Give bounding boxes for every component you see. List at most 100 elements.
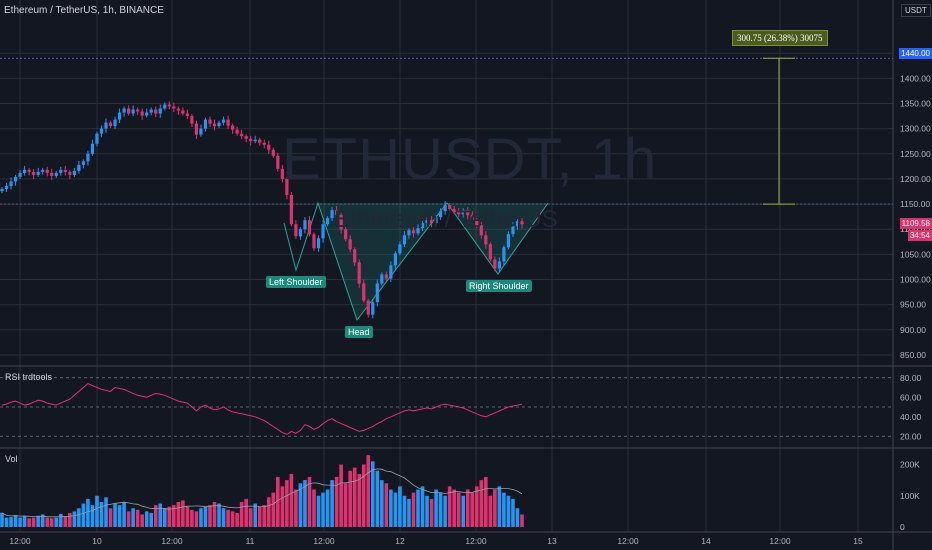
- price-tick-0: 850.00: [900, 350, 926, 360]
- vol-bar-89: [402, 495, 407, 527]
- time-tick-1: 10: [92, 536, 102, 546]
- price-tick-8: 1250.00: [900, 149, 931, 159]
- candle-body-4: [18, 172, 22, 177]
- price-tick-4: 1050.00: [900, 249, 931, 259]
- candle-body-24: [108, 122, 113, 127]
- candle-body-54: [244, 136, 248, 139]
- vol-bar-20: [90, 505, 95, 527]
- candle-body-52: [235, 129, 239, 134]
- vol-bar-45: [203, 506, 208, 527]
- candle-body-61: [276, 155, 280, 169]
- vol-bar-99: [447, 486, 452, 527]
- vol-label: Vol: [5, 454, 18, 464]
- rsi-tick-0: 80.00: [900, 373, 922, 383]
- price-tick-11: 1400.00: [900, 73, 931, 83]
- vol-bar-41: [185, 506, 190, 527]
- vol-bar-93: [420, 486, 425, 527]
- candle-body-83: [375, 283, 379, 303]
- vol-bar-108: [488, 495, 493, 527]
- target-price-label: 1440.00: [899, 48, 932, 59]
- candle-body-71: [321, 224, 325, 239]
- last-price-label: 1109.58: [899, 218, 932, 229]
- candle-body-82: [371, 302, 375, 315]
- vol-bar-63: [285, 480, 289, 527]
- candle-body-23: [104, 122, 108, 129]
- vol-bar-98: [443, 495, 447, 527]
- candle-body-1: [4, 185, 9, 189]
- candle-body-15: [68, 171, 72, 175]
- vol-bar-23: [104, 497, 108, 527]
- candle-body-33: [149, 109, 153, 113]
- currency-unit[interactable]: USDT: [901, 4, 931, 17]
- vol-bar-85: [384, 483, 389, 527]
- vol-bar-110: [497, 486, 502, 527]
- vol-bar-1: [4, 517, 9, 527]
- vol-bar-103: [465, 489, 470, 527]
- rsi-label: RSI trdtools: [5, 372, 53, 382]
- time-tick-2: 12:00: [161, 536, 183, 546]
- time-tick-4: 12:00: [313, 536, 335, 546]
- vol-bar-21: [95, 495, 99, 527]
- candle-body-18: [81, 161, 85, 165]
- vol-bar-46: [208, 505, 212, 527]
- rsi-tick-2: 40.00: [900, 412, 922, 422]
- candle-body-72: [325, 218, 330, 225]
- vol-bar-34: [153, 505, 158, 527]
- vol-bar-16: [72, 511, 77, 527]
- candle-body-92: [416, 228, 420, 234]
- candle-body-65: [294, 224, 298, 237]
- vol-bar-109: [493, 489, 497, 527]
- candle-body-90: [407, 230, 411, 236]
- vol-bar-13: [58, 513, 63, 527]
- vol-bar-91: [411, 492, 416, 527]
- vol-bar-60: [271, 492, 276, 527]
- vol-bar-44: [199, 508, 203, 527]
- candle-body-5: [23, 169, 27, 173]
- measure-tool[interactable]: [763, 57, 795, 205]
- rsi-tick-1: 60.00: [900, 392, 922, 402]
- candle-body-20: [90, 143, 95, 154]
- measure-label: 300.75 (26.38%) 30075: [732, 30, 828, 46]
- vol-bar-10: [45, 517, 50, 527]
- candle-body-43: [194, 123, 199, 135]
- candle-body-99: [448, 205, 452, 210]
- candle-body-101: [457, 212, 461, 215]
- candle-body-34: [154, 109, 158, 114]
- vol-bar-52: [235, 512, 239, 527]
- volume-pane: [0, 455, 524, 527]
- vol-bar-78: [352, 467, 357, 527]
- vol-tick-2: 0: [900, 522, 905, 532]
- time-tick-11: 15: [853, 536, 863, 546]
- rsi-pane: [0, 377, 893, 437]
- vol-bar-31: [140, 514, 144, 527]
- vol-bar-84: [380, 480, 384, 527]
- vol-bar-12: [54, 517, 59, 527]
- candle-body-21: [95, 133, 99, 144]
- vol-bar-113: [511, 498, 515, 527]
- vol-bar-56: [253, 503, 258, 527]
- horizontal-levels: [0, 57, 893, 205]
- rsi-line: [1, 383, 523, 435]
- vol-bar-69: [312, 489, 316, 527]
- vol-ma-line: [1, 468, 523, 518]
- vol-bar-76: [343, 483, 348, 527]
- time-tick-0: 12:00: [9, 536, 31, 546]
- vol-bar-28: [126, 511, 131, 527]
- candle-body-53: [240, 133, 244, 137]
- vol-bar-82: [370, 461, 375, 527]
- candle-body-76: [344, 229, 348, 240]
- candle-body-111: [502, 247, 506, 262]
- vol-bar-73: [330, 480, 334, 527]
- candle-body-113: [511, 226, 515, 235]
- candle-body-35: [158, 108, 162, 114]
- vol-bar-47: [212, 502, 217, 527]
- candle-body-97: [439, 211, 443, 218]
- candle-body-114: [515, 221, 520, 227]
- candle-body-9: [41, 169, 45, 172]
- price-tick-3: 1000.00: [900, 275, 931, 285]
- vol-bar-40: [181, 500, 185, 527]
- vol-bar-58: [262, 505, 267, 527]
- candle-body-25: [113, 119, 117, 127]
- vol-bar-4: [18, 517, 22, 527]
